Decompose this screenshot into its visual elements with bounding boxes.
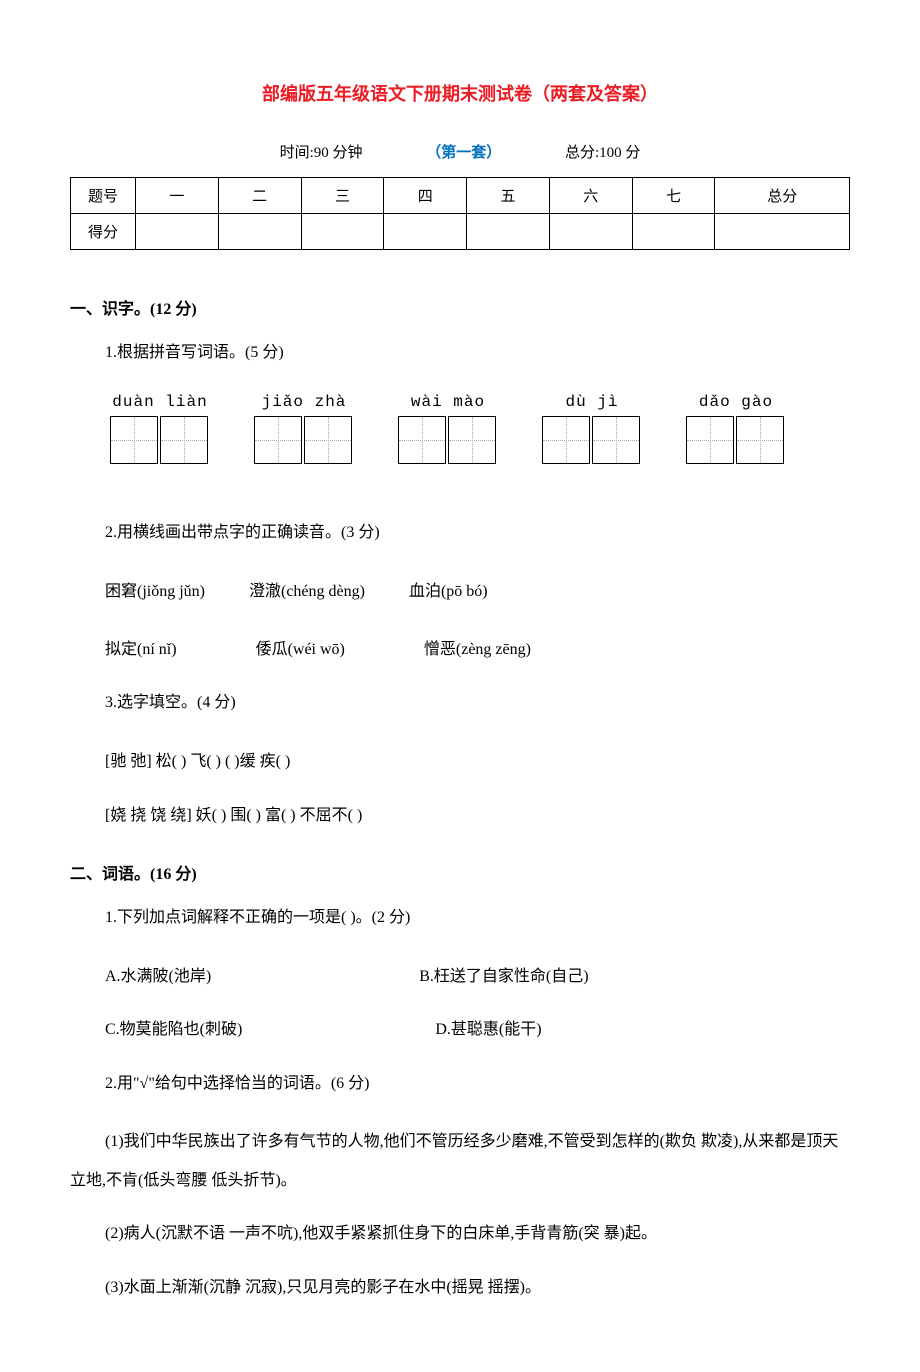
meta-line: 时间:90 分钟 （第一套） 总分:100 分: [70, 141, 850, 162]
option-c: C.物莫能陷也(刺破): [105, 1021, 242, 1038]
q2-label: 2.用横线画出带点字的正确读音。(3 分): [105, 519, 850, 548]
score-cell: [467, 214, 550, 250]
pinyin-group: duàn liàn: [110, 393, 210, 464]
pinyin-text: dǎo gào: [686, 393, 786, 411]
q2-item: 澄澈(chéng dèng): [249, 583, 365, 600]
score-cell: [136, 214, 219, 250]
col-total: 总分: [715, 178, 850, 214]
score-cell: [301, 214, 384, 250]
char-box: [592, 416, 640, 464]
pinyin-text: dù jì: [542, 393, 642, 411]
col-3: 三: [301, 178, 384, 214]
s2-q2-line1: (1)我们中华民族出了许多有气节的人物,他们不管历经多少磨难,不管受到怎样的(欺…: [70, 1123, 850, 1200]
char-box: [686, 416, 734, 464]
s2-q2-label: 2.用"√"给句中选择恰当的词语。(6 分): [105, 1070, 850, 1099]
q2-item: 倭瓜(wéi wō): [256, 641, 345, 658]
col-6: 六: [549, 178, 632, 214]
q2-item: 血泊(pō bó): [409, 583, 488, 600]
char-box: [448, 416, 496, 464]
pinyin-text: wài mào: [398, 393, 498, 411]
score-cell: [384, 214, 467, 250]
row-header-1: 题号: [71, 178, 136, 214]
pinyin-text: duàn liàn: [110, 393, 210, 411]
col-1: 一: [136, 178, 219, 214]
time-label: 时间:90 分钟: [280, 141, 363, 162]
option-b: B.枉送了自家性命(自己): [419, 968, 588, 985]
col-2: 二: [218, 178, 301, 214]
char-box: [160, 416, 208, 464]
section-2-heading: 二、词语。(16 分): [70, 860, 850, 884]
col-5: 五: [467, 178, 550, 214]
score-cell: [218, 214, 301, 250]
q3-line2: [娆 挠 饶 绕] 妖( ) 围( ) 富( ) 不屈不( ): [105, 797, 850, 835]
pinyin-row: duàn liàn jiǎo zhà wài mào dù jì dǎo gào: [110, 393, 850, 464]
pinyin-group: dù jì: [542, 393, 642, 464]
pinyin-group: jiǎo zhà: [254, 393, 354, 464]
q1-label: 1.根据拼音写词语。(5 分): [105, 339, 850, 368]
set-label: （第一套）: [426, 141, 501, 162]
char-box: [542, 416, 590, 464]
s2-q2-line3: (3)水面上渐渐(沉静 沉寂),只见月亮的影子在水中(摇晃 摇摆)。: [70, 1269, 850, 1307]
row-header-2: 得分: [71, 214, 136, 250]
score-cell: [549, 214, 632, 250]
pinyin-group: dǎo gào: [686, 393, 786, 464]
option-row-2: C.物莫能陷也(刺破) D.甚聪惠(能干): [105, 1011, 850, 1049]
document-title: 部编版五年级语文下册期末测试卷（两套及答案）: [70, 80, 850, 106]
pinyin-group: wài mào: [398, 393, 498, 464]
option-d: D.甚聪惠(能干): [435, 1021, 541, 1038]
char-box: [110, 416, 158, 464]
q3-label: 3.选字填空。(4 分): [105, 689, 850, 718]
q2-item: 憎恶(zèng zēng): [424, 641, 531, 658]
char-box: [398, 416, 446, 464]
q2-line1: 困窘(jiǒng jǔn) 澄澈(chéng dèng) 血泊(pō bó): [105, 573, 850, 611]
q2-item: 困窘(jiǒng jǔn): [105, 583, 205, 600]
section-1-heading: 一、识字。(12 分): [70, 295, 850, 319]
total-label: 总分:100 分: [565, 141, 640, 162]
pinyin-text: jiǎo zhà: [254, 393, 354, 411]
score-cell: [632, 214, 715, 250]
score-table: 题号 一 二 三 四 五 六 七 总分 得分: [70, 177, 850, 250]
char-box: [304, 416, 352, 464]
option-a: A.水满陂(池岸): [105, 968, 211, 985]
option-row-1: A.水满陂(池岸) B.枉送了自家性命(自己): [105, 958, 850, 996]
q2-item: 拟定(ní nǐ): [105, 641, 177, 658]
score-cell: [715, 214, 850, 250]
char-box: [254, 416, 302, 464]
s2-q1-label: 1.下列加点词解释不正确的一项是( )。(2 分): [105, 904, 850, 933]
char-box: [736, 416, 784, 464]
col-4: 四: [384, 178, 467, 214]
q2-line2: 拟定(ní nǐ) 倭瓜(wéi wō) 憎恶(zèng zēng): [105, 631, 850, 669]
q3-line1: [驰 弛] 松( ) 飞( ) ( )缓 疾( ): [105, 743, 850, 781]
col-7: 七: [632, 178, 715, 214]
s2-q2-line2: (2)病人(沉默不语 一声不吭),他双手紧紧抓住身下的白床单,手背青筋(突 暴)…: [70, 1215, 850, 1253]
